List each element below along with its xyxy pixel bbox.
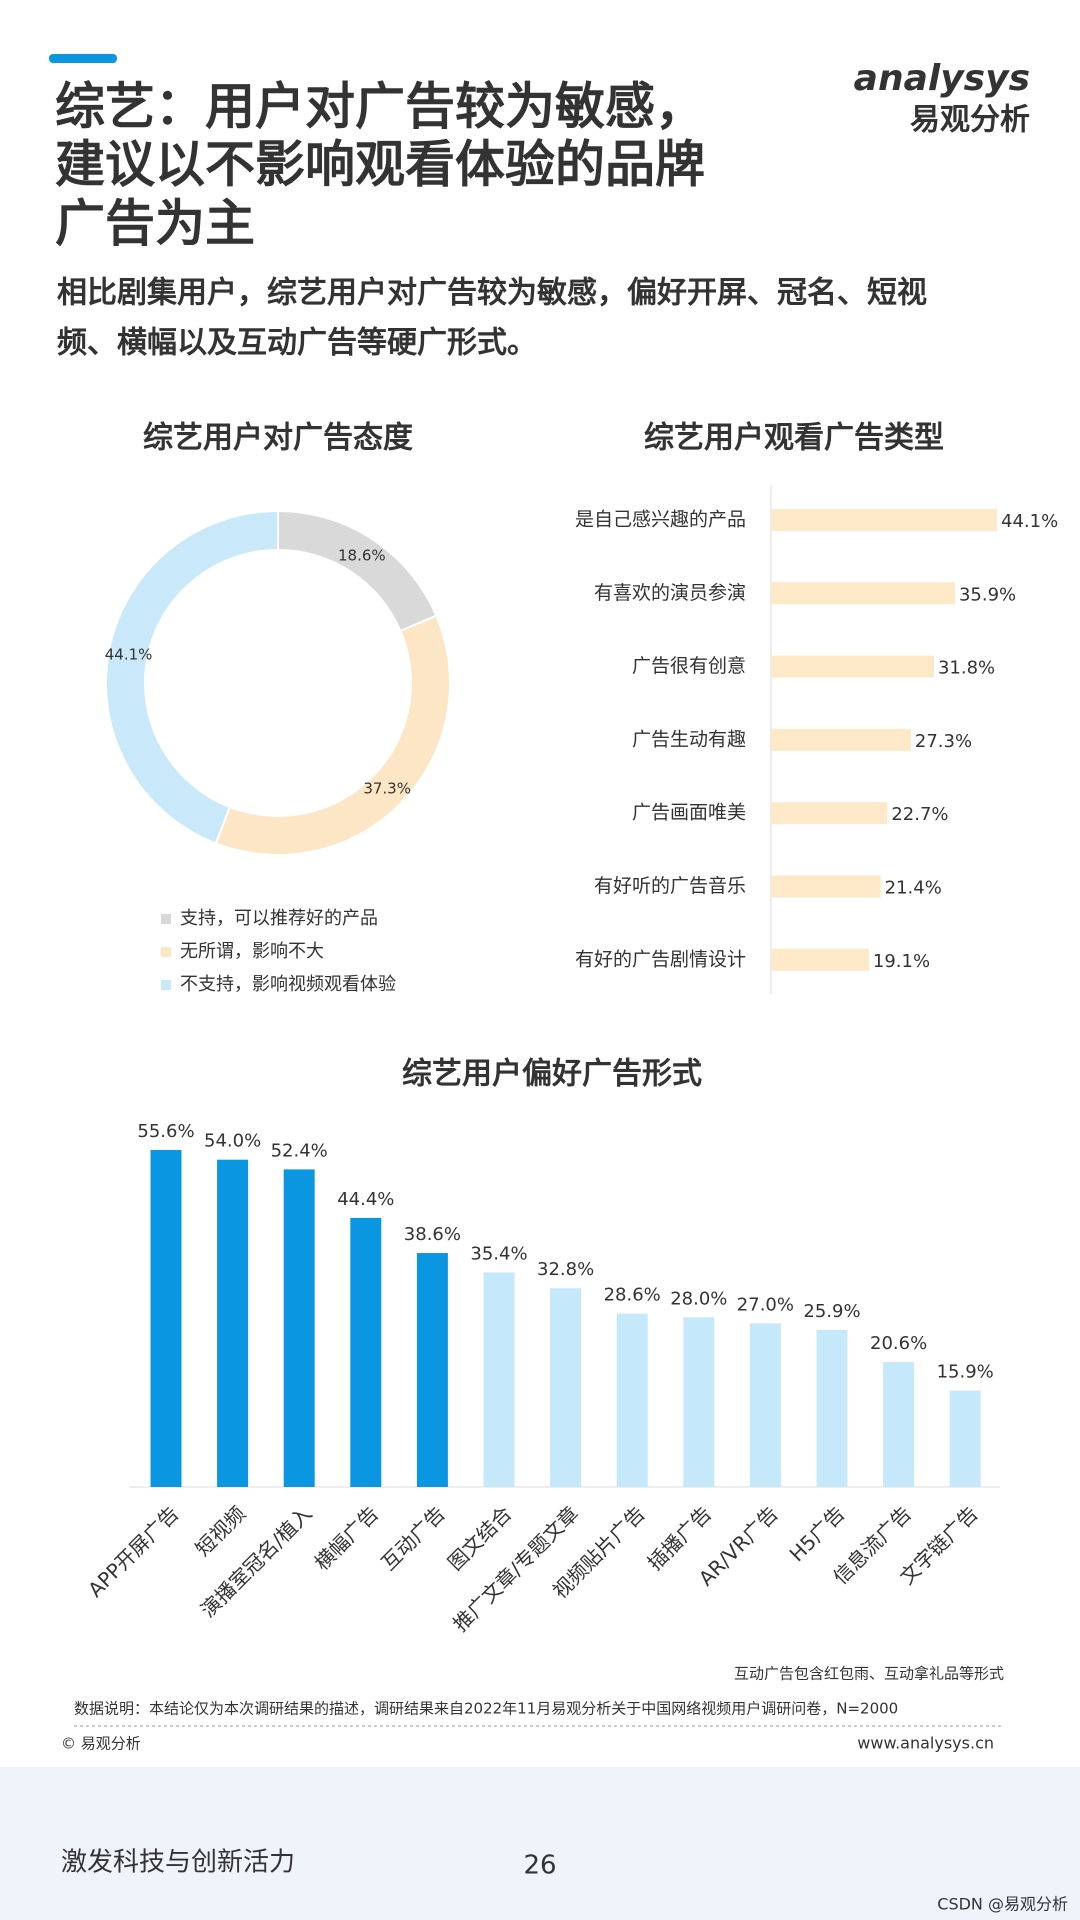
bar <box>883 1362 915 1487</box>
subtitle-line: 相比剧集用户，综艺用户对广告较为敏感，偏好开屏、冠名、短视 <box>57 276 927 311</box>
title-line: 建议以不影响观看体验的品牌 <box>55 136 705 194</box>
legend-label: 支持，可以推荐好的产品 <box>180 908 378 929</box>
donut-segment <box>214 614 451 856</box>
legend-label: 无所谓，影响不大 <box>180 941 324 962</box>
legend-label: 不支持，影响视频观看体验 <box>180 974 396 995</box>
chart-title: 综艺用户观看广告类型 <box>644 421 944 456</box>
website: www.analysys.cn <box>857 1734 994 1753</box>
bar <box>771 948 869 971</box>
data-label: 54.0% <box>204 1131 261 1152</box>
data-label: 38.6% <box>404 1224 461 1245</box>
footer-band <box>0 1767 1080 1920</box>
copyright: © 易观分析 <box>61 1735 141 1753</box>
bar <box>483 1272 515 1487</box>
logo-brand: analysys <box>854 58 1030 99</box>
bar <box>771 875 881 898</box>
data-label: 32.8% <box>537 1259 594 1280</box>
category-label: APP开屏广告 <box>83 1501 183 1601</box>
bar <box>150 1150 182 1487</box>
data-label: 27.3% <box>915 731 972 752</box>
data-label: 18.6% <box>338 547 386 565</box>
donut-segment <box>277 509 438 633</box>
data-label: 27.0% <box>737 1294 794 1315</box>
chart-title: 综艺用户偏好广告形式 <box>402 1057 702 1092</box>
source: CSDN @易观分析 <box>937 1895 1068 1914</box>
data-label: 19.1% <box>873 951 930 972</box>
chart-note: 互动广告包含红包雨、互动拿礼品等形式 <box>734 1665 1004 1683</box>
data-label: 35.9% <box>959 584 1016 605</box>
bar <box>416 1253 448 1487</box>
data-label: 15.9% <box>937 1362 994 1383</box>
bar <box>550 1288 582 1487</box>
data-label: 37.3% <box>363 779 411 797</box>
category-label: 广告很有创意 <box>632 655 746 677</box>
category-label: 广告生动有趣 <box>632 728 746 750</box>
bar <box>771 509 997 531</box>
category-label: 互动广告 <box>376 1501 450 1575</box>
category-label: 有好的广告剧情设计 <box>575 948 746 970</box>
bar <box>816 1330 848 1487</box>
subtitle-line: 频、横幅以及互动广告等硬广形式。 <box>57 326 537 361</box>
data-label: 28.0% <box>670 1288 727 1309</box>
category-label: H5广告 <box>785 1501 850 1566</box>
data-label: 22.7% <box>891 804 948 825</box>
legend-swatch <box>161 914 171 924</box>
data-label: 28.6% <box>604 1285 661 1306</box>
data-label: 44.1% <box>105 645 153 663</box>
category-label: 有好听的广告音乐 <box>594 875 746 897</box>
title-line: 综艺：用户对广告较为敏感， <box>55 78 705 136</box>
category-label: 有喜欢的演员参演 <box>594 582 746 604</box>
category-label: 是自己感兴趣的产品 <box>575 509 746 531</box>
data-label: 21.4% <box>885 878 942 899</box>
bar <box>350 1217 382 1487</box>
donut-segment <box>105 509 279 845</box>
bar <box>771 582 955 605</box>
category-label: 广告画面唯美 <box>632 802 746 824</box>
bar <box>616 1313 648 1487</box>
bar <box>771 728 911 751</box>
category-label: 短视频 <box>191 1501 250 1560</box>
title-line: 广告为主 <box>55 195 255 253</box>
category-label: 推广文章/专题文章 <box>448 1501 583 1636</box>
data-note: 数据说明：本结论仅为本次调研结果的描述，调研结果来自2022年11月易观分析关于… <box>74 1700 898 1718</box>
bar <box>771 655 934 678</box>
bar <box>749 1323 781 1487</box>
legend-swatch <box>161 947 171 957</box>
data-label: 25.9% <box>803 1301 860 1322</box>
page-number: 26 <box>523 1851 556 1881</box>
data-label: 44.4% <box>337 1189 394 1210</box>
slogan: 激发科技与创新活力 <box>61 1848 295 1878</box>
logo-name: 易观分析 <box>910 103 1030 138</box>
data-label: 44.1% <box>1001 511 1058 532</box>
bar <box>949 1390 981 1487</box>
data-label: 35.4% <box>470 1243 527 1264</box>
accent-bar <box>49 54 117 63</box>
bar <box>283 1169 315 1487</box>
category-label: 横幅广告 <box>310 1501 384 1575</box>
bar <box>771 802 888 825</box>
data-label: 31.8% <box>938 658 995 679</box>
chart-title: 综艺用户对广告态度 <box>143 421 413 456</box>
bar <box>683 1317 715 1487</box>
data-label: 52.4% <box>271 1140 328 1161</box>
data-label: 20.6% <box>870 1333 927 1354</box>
bar <box>217 1159 249 1487</box>
data-label: 55.6% <box>137 1121 194 1142</box>
legend-swatch <box>161 980 171 990</box>
